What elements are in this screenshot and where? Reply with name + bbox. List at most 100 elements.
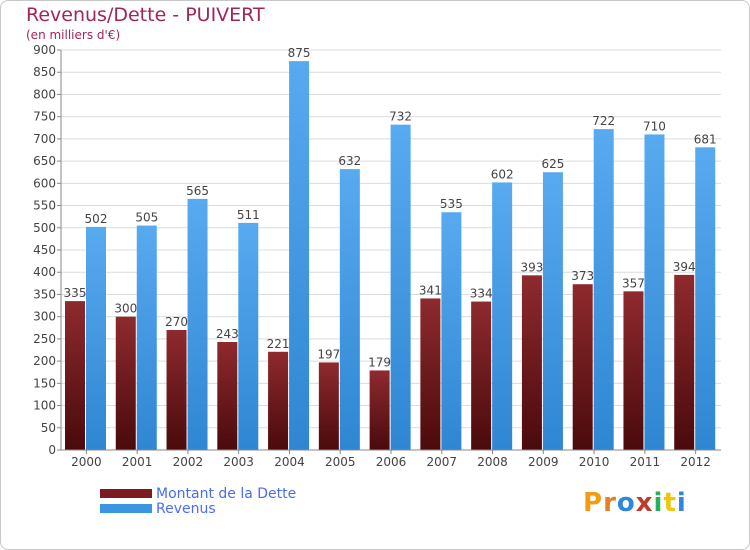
logo-letter: o: [616, 488, 636, 518]
y-tick-label: 150: [33, 376, 56, 390]
proxiti-logo: Proxiti: [583, 488, 687, 518]
x-tick-label: 2009: [528, 455, 559, 469]
bar-revenus: [644, 134, 665, 450]
bar-revenus: [542, 172, 563, 450]
bar-dette: [318, 362, 339, 450]
logo-letter: i: [653, 488, 664, 518]
data-label-dette: 300: [114, 302, 137, 316]
x-tick-label: 2002: [173, 455, 204, 469]
legend-label-revenus: Revenus: [156, 500, 216, 517]
y-tick-label: 50: [41, 421, 56, 435]
legend-label-dette: Montant de la Dette: [156, 485, 297, 502]
x-tick-label: 2005: [325, 455, 356, 469]
legend: Montant de la Dette Revenus: [100, 485, 297, 517]
bar-revenus: [86, 226, 106, 450]
bar-revenus: [238, 222, 259, 450]
bar-revenus: [593, 129, 614, 450]
data-label-dette: 341: [419, 283, 442, 297]
y-tick-label: 750: [33, 110, 56, 124]
data-label-revenus: 722: [592, 114, 615, 128]
logo-letter: i: [676, 488, 687, 518]
y-tick-label: 500: [33, 221, 56, 235]
data-label-dette: 357: [622, 276, 645, 290]
x-tick-label: 2008: [477, 455, 508, 469]
data-label-dette: 334: [470, 287, 493, 301]
x-tick-label: 2001: [122, 455, 153, 469]
bar-dette: [115, 316, 136, 450]
data-label-revenus: 875: [288, 46, 311, 60]
data-label-revenus: 511: [237, 208, 260, 222]
data-label-dette: 270: [165, 315, 188, 329]
data-label-revenus: 710: [643, 119, 666, 133]
logo-letter: P: [583, 488, 604, 518]
bar-revenus: [441, 212, 462, 450]
y-tick-label: 0: [48, 443, 56, 457]
bar-revenus: [695, 147, 716, 451]
bar-dette: [369, 370, 390, 450]
legend-swatch-dette: [100, 489, 152, 498]
data-label-revenus: 505: [135, 211, 158, 225]
bar-dette: [674, 274, 695, 450]
logo-letter: t: [663, 488, 677, 518]
data-label-dette: 179: [368, 355, 391, 369]
y-tick-label: 900: [33, 43, 56, 57]
y-tick-label: 100: [33, 399, 56, 413]
bar-dette: [521, 275, 542, 450]
data-label-dette: 393: [520, 260, 543, 274]
x-tick-label: 2012: [680, 455, 711, 469]
bar-dette: [217, 342, 238, 450]
chart-title: Revenus/Dette - PUIVERT: [26, 4, 265, 26]
x-tick-label: 2007: [426, 455, 457, 469]
bar-revenus: [187, 198, 208, 450]
logo-letter: x: [635, 488, 654, 518]
y-tick-label: 850: [33, 65, 56, 79]
data-label-dette: 394: [673, 260, 696, 274]
x-tick-label: 2000: [71, 455, 102, 469]
bar-dette: [65, 301, 85, 450]
bar-revenus: [136, 225, 157, 450]
bar-dette: [268, 351, 289, 450]
bar-dette: [166, 330, 187, 450]
data-labels: 335 502 300 505 270 565 243 511 221 875 197 632 179 7…: [64, 46, 717, 369]
bar-revenus: [339, 169, 360, 450]
data-label-dette: 243: [216, 327, 239, 341]
data-label-dette: 373: [571, 269, 594, 283]
x-tick-label: 2011: [630, 455, 661, 469]
x-tick-label: 2004: [274, 455, 305, 469]
bar-revenus: [289, 61, 310, 450]
bar-dette: [572, 284, 593, 450]
x-tick-label: 2010: [579, 455, 610, 469]
y-tick-label: 300: [33, 310, 56, 324]
data-label-revenus: 681: [694, 132, 717, 146]
y-tick-label: 450: [33, 243, 56, 257]
data-label-revenus: 565: [186, 184, 209, 198]
logo-letter: r: [603, 488, 617, 518]
bars: [65, 61, 716, 451]
y-tick-label: 250: [33, 332, 56, 346]
bar-revenus: [390, 124, 411, 451]
y-tick-label: 600: [33, 176, 56, 190]
y-tick-label: 400: [33, 265, 56, 279]
data-label-revenus: 632: [338, 154, 361, 168]
bar-dette: [420, 298, 441, 450]
unit-label: (en milliers d'€): [26, 28, 121, 42]
legend-item-dette: Montant de la Dette: [100, 485, 297, 502]
data-label-dette: 197: [317, 347, 340, 361]
axes: 0 50 100 150 200 250 300 350 400 450 500 550 600 650 7…: [33, 43, 721, 469]
bar-dette: [623, 291, 644, 450]
data-label-revenus: 625: [541, 157, 564, 171]
data-label-revenus: 502: [85, 212, 108, 226]
y-tick-label: 800: [33, 87, 56, 101]
data-label-revenus: 732: [389, 110, 412, 124]
data-label-dette: 221: [267, 337, 290, 351]
legend-swatch-revenus: [100, 504, 152, 513]
y-tick-label: 700: [33, 132, 56, 146]
bar-dette: [471, 301, 492, 450]
x-tick-label: 2006: [376, 455, 407, 469]
x-tick-label: 2003: [223, 455, 254, 469]
y-tick-label: 650: [33, 154, 56, 168]
legend-item-revenus: Revenus: [100, 500, 296, 517]
bar-revenus: [492, 182, 513, 450]
data-label-dette: 335: [64, 286, 87, 300]
